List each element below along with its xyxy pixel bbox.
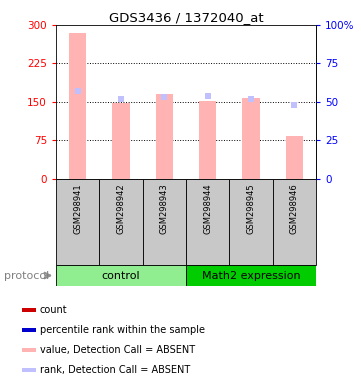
- Bar: [22, 348, 36, 352]
- Bar: [229, 179, 273, 265]
- Text: GSM298942: GSM298942: [117, 183, 125, 233]
- Text: GSM298945: GSM298945: [247, 183, 255, 233]
- Bar: [199, 101, 216, 179]
- Bar: [242, 98, 260, 179]
- Bar: [56, 265, 186, 286]
- Bar: [186, 265, 316, 286]
- Bar: [69, 33, 86, 179]
- Bar: [286, 136, 303, 179]
- Text: rank, Detection Call = ABSENT: rank, Detection Call = ABSENT: [40, 364, 190, 374]
- Text: GSM298941: GSM298941: [73, 183, 82, 233]
- Text: Math2 expression: Math2 expression: [201, 270, 300, 281]
- Bar: [22, 308, 36, 312]
- Text: count: count: [40, 305, 67, 315]
- Text: control: control: [102, 270, 140, 281]
- Bar: [143, 179, 186, 265]
- Text: protocol: protocol: [4, 270, 49, 281]
- Title: GDS3436 / 1372040_at: GDS3436 / 1372040_at: [109, 11, 263, 24]
- Bar: [273, 179, 316, 265]
- Bar: [156, 94, 173, 179]
- Text: GSM298946: GSM298946: [290, 183, 299, 233]
- Bar: [186, 179, 229, 265]
- Bar: [22, 367, 36, 372]
- Bar: [56, 179, 99, 265]
- Bar: [99, 179, 143, 265]
- Text: GSM298944: GSM298944: [203, 183, 212, 233]
- Text: value, Detection Call = ABSENT: value, Detection Call = ABSENT: [40, 345, 195, 355]
- Text: GSM298943: GSM298943: [160, 183, 169, 233]
- Text: percentile rank within the sample: percentile rank within the sample: [40, 325, 205, 335]
- Bar: [22, 328, 36, 332]
- Bar: [112, 103, 130, 179]
